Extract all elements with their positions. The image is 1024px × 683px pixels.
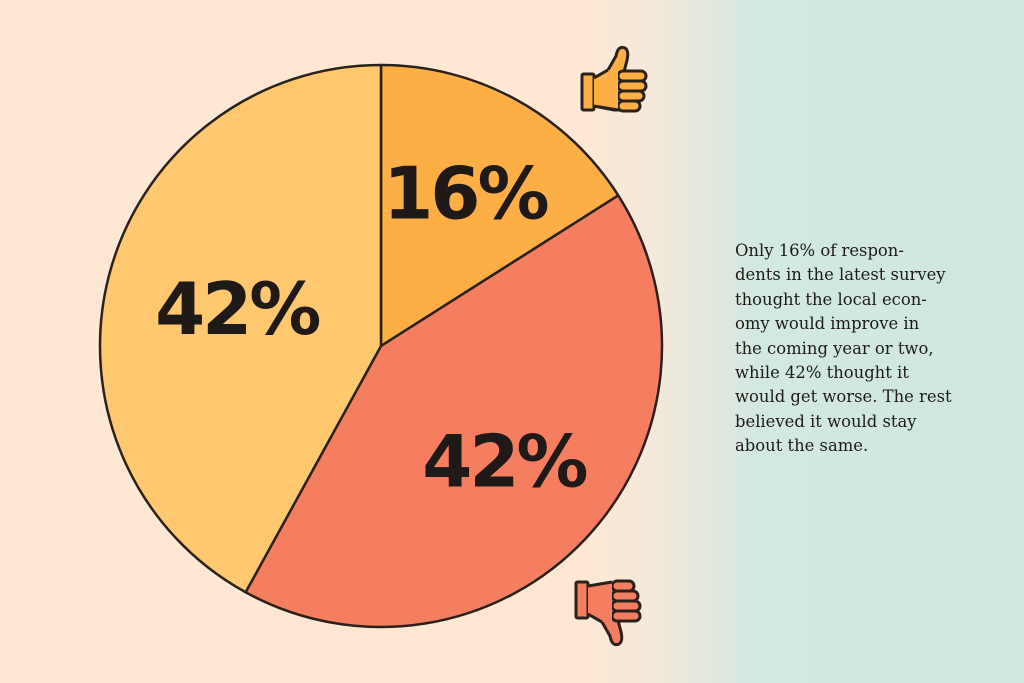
pie-chart: 16% 42% 42% — [98, 63, 664, 629]
note-line: thought the local econ- — [735, 289, 927, 309]
survey-note: Only 16% of respon- dents in the latest … — [735, 239, 960, 459]
note-line: about the same. — [735, 436, 869, 456]
pie-slice-1 — [244, 194, 664, 629]
note-line: Only 16% of respon- — [735, 241, 904, 260]
note-line: while 42% thought it — [735, 363, 909, 383]
thumbs-up-icon — [580, 45, 648, 113]
note-line: the coming year or two, — [735, 338, 934, 358]
pie-slice-label-2: 42% — [155, 267, 319, 351]
pie-slice-label-1: 42% — [422, 419, 586, 503]
note-line: omy would improve in — [735, 314, 920, 334]
note-line: would get worse. The rest — [735, 387, 952, 407]
note-line: dents in the latest survey — [735, 265, 946, 285]
note-line: believed it would stay — [735, 411, 917, 431]
pie-slice-label-0: 16% — [383, 151, 547, 235]
pie-slice-2 — [98, 63, 383, 594]
pie-slice-0 — [379, 63, 620, 348]
thumbs-down-icon — [574, 579, 642, 647]
